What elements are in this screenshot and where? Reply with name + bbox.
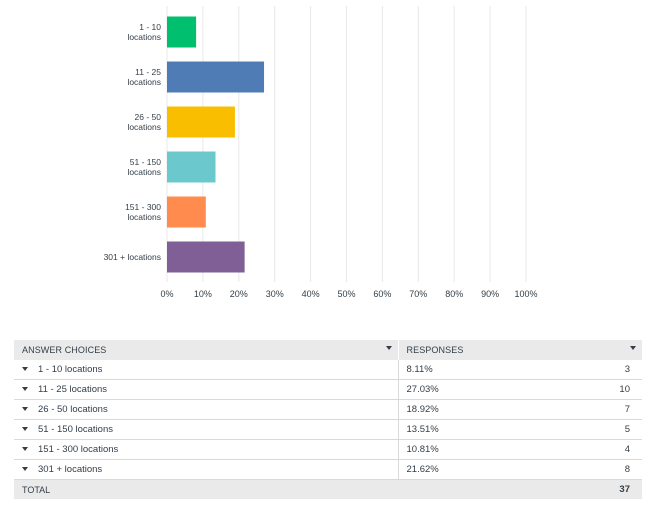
category-label: locations: [127, 32, 161, 42]
expand-arrow-icon[interactable]: [22, 467, 28, 471]
response-percent: 21.62%: [406, 464, 439, 475]
x-tick-label: 60%: [373, 289, 391, 299]
expand-arrow-icon[interactable]: [22, 447, 28, 451]
x-tick-label: 80%: [445, 289, 463, 299]
response-percent: 18.92%: [406, 404, 439, 415]
response-cell: 13.51% 5: [398, 419, 642, 440]
response-count: 5: [624, 424, 630, 435]
answer-choices-header-label: ANSWER CHOICES: [22, 345, 107, 355]
responses-header-label: RESPONSES: [406, 345, 464, 355]
sort-icon[interactable]: [385, 346, 392, 350]
x-tick-label: 0%: [160, 289, 173, 299]
answer-choice-label: 11 - 25 locations: [38, 384, 108, 395]
category-label: 151 - 300: [125, 202, 161, 212]
answer-choice-cell[interactable]: 51 - 150 locations: [14, 419, 399, 440]
table-row: 11 - 25 locations 27.03% 10: [14, 379, 642, 400]
x-tick-label: 10%: [194, 289, 212, 299]
x-tick-label: 20%: [230, 289, 248, 299]
category-label: 51 - 150: [130, 157, 161, 167]
total-value: 37: [398, 479, 642, 499]
response-cell: 8.11% 3: [398, 360, 642, 380]
answer-choice-cell[interactable]: 1 - 10 locations: [14, 360, 399, 380]
total-label: TOTAL: [14, 479, 398, 499]
answer-choice-label: 26 - 50 locations: [38, 404, 108, 415]
bar: [167, 106, 235, 138]
bar: [167, 151, 216, 183]
category-label: locations: [127, 212, 161, 222]
response-percent: 13.51%: [406, 424, 439, 435]
bar: [167, 16, 197, 48]
category-label: 1 - 10: [139, 22, 161, 32]
expand-arrow-icon[interactable]: [22, 367, 28, 371]
x-tick-label: 100%: [514, 289, 537, 299]
table-row: 51 - 150 locations 13.51% 5: [14, 419, 642, 440]
response-cell: 18.92% 7: [398, 399, 642, 420]
category-label: locations: [127, 167, 161, 177]
table-row: 26 - 50 locations 18.92% 7: [14, 399, 642, 420]
answer-choice-label: 51 - 150 locations: [38, 424, 113, 435]
answer-table: ANSWER CHOICES RESPONSES 1 - 10 location…: [14, 340, 642, 499]
x-tick-label: 40%: [302, 289, 320, 299]
response-cell: 27.03% 10: [398, 379, 642, 400]
response-percent: 8.11%: [406, 364, 433, 375]
x-tick-label: 70%: [409, 289, 427, 299]
response-percent: 10.81%: [406, 444, 439, 455]
category-label: 26 - 50: [135, 112, 162, 122]
category-label: locations: [127, 122, 161, 132]
category-label: 301 + locations: [104, 252, 161, 262]
answer-choice-label: 151 - 300 locations: [38, 444, 119, 455]
bar: [167, 241, 245, 273]
sort-icon[interactable]: [630, 346, 636, 350]
expand-arrow-icon[interactable]: [22, 387, 28, 391]
table-row: 151 - 300 locations 10.81% 4: [14, 439, 642, 460]
x-tick-label: 90%: [481, 289, 499, 299]
x-tick-label: 30%: [266, 289, 284, 299]
answer-choice-label: 301 + locations: [38, 464, 103, 475]
response-count: 3: [624, 364, 630, 375]
category-label: locations: [127, 77, 161, 87]
response-cell: 10.81% 4: [398, 439, 642, 460]
answer-choice-cell[interactable]: 301 + locations: [14, 459, 399, 480]
answer-table-container: ANSWER CHOICES RESPONSES 1 - 10 location…: [14, 340, 642, 499]
response-count: 7: [624, 404, 630, 415]
answer-choices-header[interactable]: ANSWER CHOICES: [14, 340, 399, 360]
response-count: 8: [624, 464, 630, 475]
table-row: 1 - 10 locations 8.11% 3: [14, 360, 642, 380]
responses-header[interactable]: RESPONSES: [398, 340, 642, 360]
response-count: 4: [624, 444, 630, 455]
answer-choice-cell[interactable]: 11 - 25 locations: [14, 379, 399, 400]
response-percent: 27.03%: [406, 384, 439, 395]
expand-arrow-icon[interactable]: [22, 407, 28, 411]
bar-chart: 0% 10% 20% 30% 40% 50% 60% 70% 80% 90% 100%1 - 10l…: [104, 6, 538, 299]
answer-choice-label: 1 - 10 locations: [38, 364, 103, 375]
response-count: 10: [619, 384, 630, 395]
bar: [167, 196, 206, 228]
category-label: 11 - 25: [135, 67, 161, 77]
total-row: TOTAL 37: [14, 479, 642, 499]
bar: [167, 61, 265, 93]
x-tick-label: 50%: [337, 289, 355, 299]
table-body: 1 - 10 locations 8.11% 3 11 - 25 locations 2…: [14, 360, 642, 480]
table-row: 301 + locations 21.62% 8: [14, 459, 642, 480]
response-cell: 21.62% 8: [398, 459, 642, 480]
answer-choice-cell[interactable]: 151 - 300 locations: [14, 439, 399, 460]
expand-arrow-icon[interactable]: [22, 427, 28, 431]
answer-choice-cell[interactable]: 26 - 50 locations: [14, 399, 399, 420]
